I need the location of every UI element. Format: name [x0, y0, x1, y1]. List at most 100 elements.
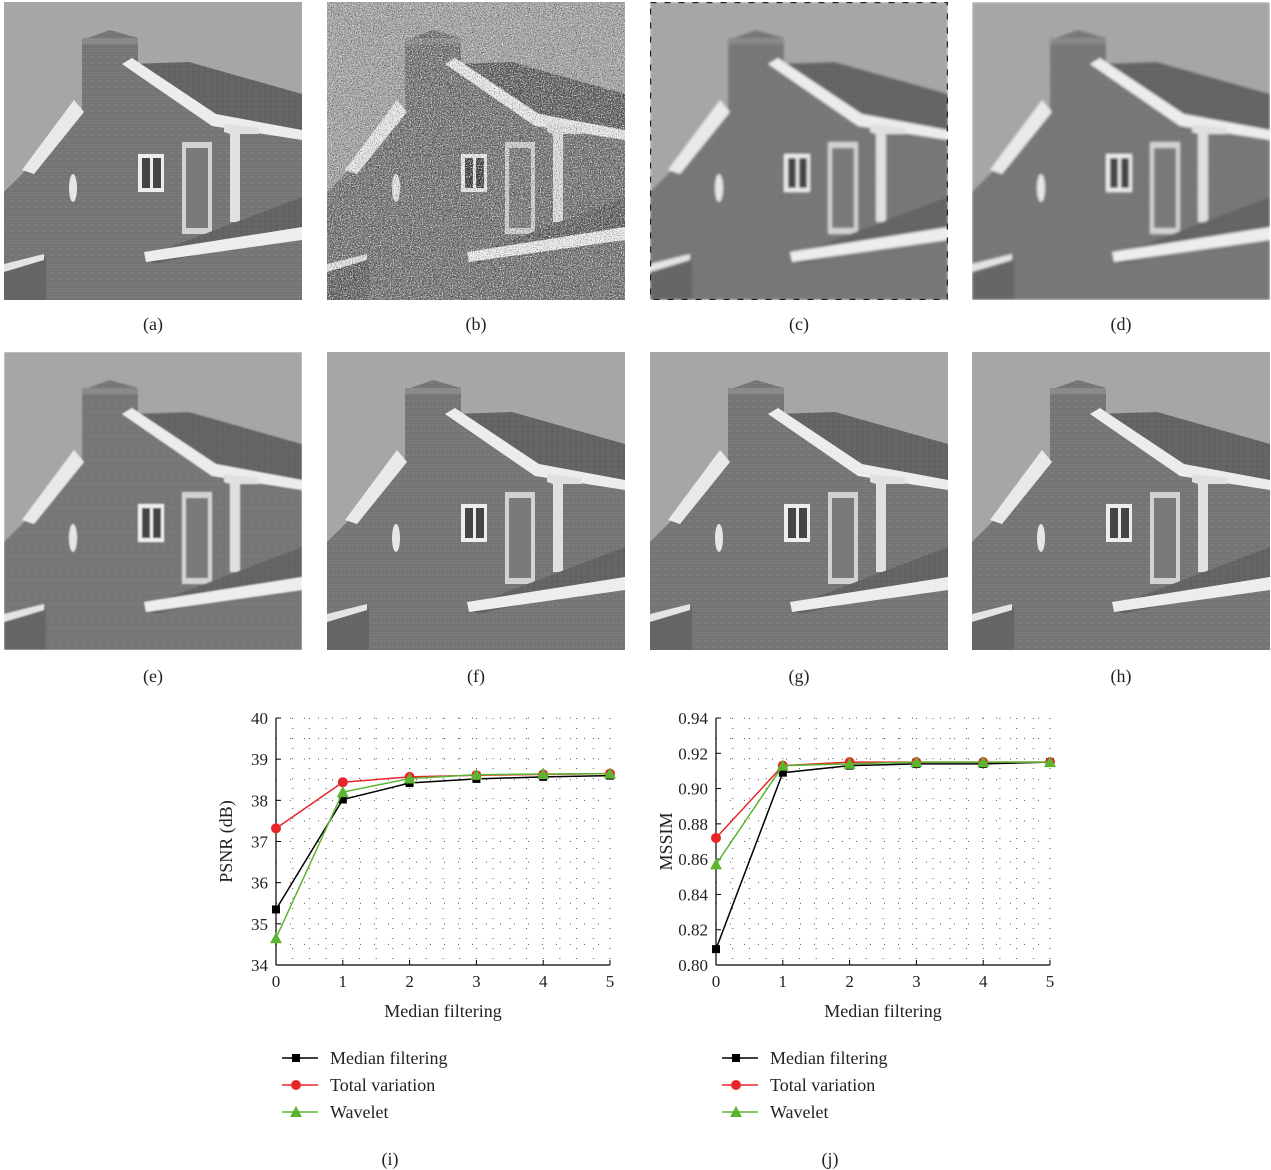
image-panel-b: [327, 2, 625, 300]
data-point: [337, 777, 348, 788]
series-line: [275, 774, 611, 910]
series-line: [715, 761, 1050, 865]
series-triangle: [270, 767, 616, 944]
mssim-chart: 0 1 2 3 4 5 0.80 0.82 0.84 0.86 0.88 0.90 0.92 0.94 Me…: [656, 709, 1056, 1170]
y-tick-label: 39: [251, 750, 268, 769]
image-panel-e: [4, 352, 302, 650]
image-panel-a: [4, 2, 302, 300]
data-point: [776, 759, 789, 771]
series-square: [272, 771, 614, 914]
data-point: [712, 945, 720, 954]
y-tick-label: 37: [251, 833, 269, 852]
data-point: [272, 905, 280, 914]
data-point: [711, 832, 721, 843]
legend-label: Total variation: [770, 1075, 875, 1095]
legend-marker: [290, 1106, 302, 1117]
y-tick-label: 0.94: [678, 709, 708, 728]
grid: [715, 717, 1051, 966]
house-image-noisy: [327, 2, 625, 300]
legend-label: Wavelet: [330, 1102, 389, 1122]
caption-f: (f): [467, 666, 485, 686]
legend-label: Total variation: [330, 1075, 435, 1095]
caption-c: (c): [789, 314, 809, 334]
data-point: [843, 757, 856, 769]
data-point: [338, 795, 347, 804]
data-point: [977, 756, 990, 768]
data-point: [270, 932, 282, 944]
y-tick-label: 35: [251, 915, 268, 934]
image-panel-g: [650, 352, 948, 650]
x-axis-label: Median filtering: [824, 1001, 941, 1021]
legend-marker: [292, 1054, 300, 1062]
x-axis-label: Median filtering: [384, 1001, 501, 1021]
series-triangle: [710, 756, 1056, 870]
y-tick-label: 0.84: [678, 885, 708, 904]
y-tick-label: 0.86: [678, 850, 708, 869]
x-tick-label: 4: [539, 972, 548, 991]
chart-caption: (i): [382, 1149, 399, 1170]
data-point: [537, 767, 550, 779]
image-panel-d: [972, 2, 1270, 300]
data-point: [271, 823, 281, 834]
x-tick-label: 2: [405, 972, 414, 991]
data-point: [604, 767, 616, 779]
series-line: [275, 772, 611, 939]
house-image-denoised-g: [650, 352, 948, 650]
data-point: [336, 786, 349, 798]
grid: [275, 717, 611, 966]
house-image-denoised-h: [972, 352, 1270, 650]
legend: Median filtering Total variation Wavelet: [282, 1048, 447, 1122]
x-tick-label: 1: [779, 972, 788, 991]
caption-a: (a): [143, 314, 163, 334]
caption-b: (b): [465, 314, 487, 334]
y-tick-label: 0.92: [678, 744, 708, 763]
caption-e: (e): [143, 666, 163, 686]
y-tick-label: 0.88: [678, 815, 708, 834]
house-image-original: [4, 2, 302, 300]
y-tick-label: 0.80: [678, 956, 708, 975]
y-tick-label: 0.90: [678, 780, 708, 799]
legend: Median filtering Total variation Wavelet: [722, 1048, 887, 1122]
y-axis-label: MSSIM: [656, 812, 676, 870]
y-tick-label: 0.82: [678, 921, 708, 940]
y-tick-label: 36: [251, 874, 268, 893]
x-tick-label: 4: [979, 972, 988, 991]
house-image-denoised-d: [972, 2, 1270, 300]
data-point: [470, 768, 483, 780]
x-tick-label: 1: [339, 972, 348, 991]
y-tick-label: 34: [251, 956, 269, 975]
data-point: [1044, 756, 1056, 768]
caption-h: (h): [1110, 666, 1132, 686]
y-tick-label: 38: [251, 791, 268, 810]
legend-label: Median filtering: [770, 1048, 887, 1068]
data-point: [910, 756, 923, 768]
series-line: [275, 772, 611, 829]
caption-d: (d): [1110, 314, 1132, 334]
house-image-denoised-f: [327, 352, 625, 650]
series-line: [715, 761, 1051, 950]
x-tick-label: 3: [912, 972, 921, 991]
data-point: [403, 772, 416, 784]
series-circle: [711, 757, 1055, 843]
legend-label: Wavelet: [770, 1102, 829, 1122]
house-image-denoised-c: [650, 2, 948, 300]
data-point: [778, 768, 787, 777]
x-tick-label: 3: [472, 972, 481, 991]
x-tick-label: 0: [712, 972, 721, 991]
legend-marker: [731, 1080, 741, 1090]
image-panel-h: [972, 352, 1270, 650]
x-tick-label: 5: [606, 972, 615, 991]
x-tick-label: 0: [272, 972, 281, 991]
chart-caption: (j): [822, 1149, 839, 1170]
house-image-denoised-e: [4, 352, 302, 650]
image-panel-c: [650, 2, 948, 300]
x-tick-label: 5: [1046, 972, 1055, 991]
y-axis-label: PSNR (dB): [216, 800, 237, 883]
legend-marker: [732, 1054, 740, 1062]
x-tick-label: 2: [845, 972, 854, 991]
legend-marker: [730, 1106, 742, 1117]
series-line: [715, 761, 1050, 839]
data-point: [710, 858, 722, 870]
caption-g: (g): [788, 666, 810, 686]
